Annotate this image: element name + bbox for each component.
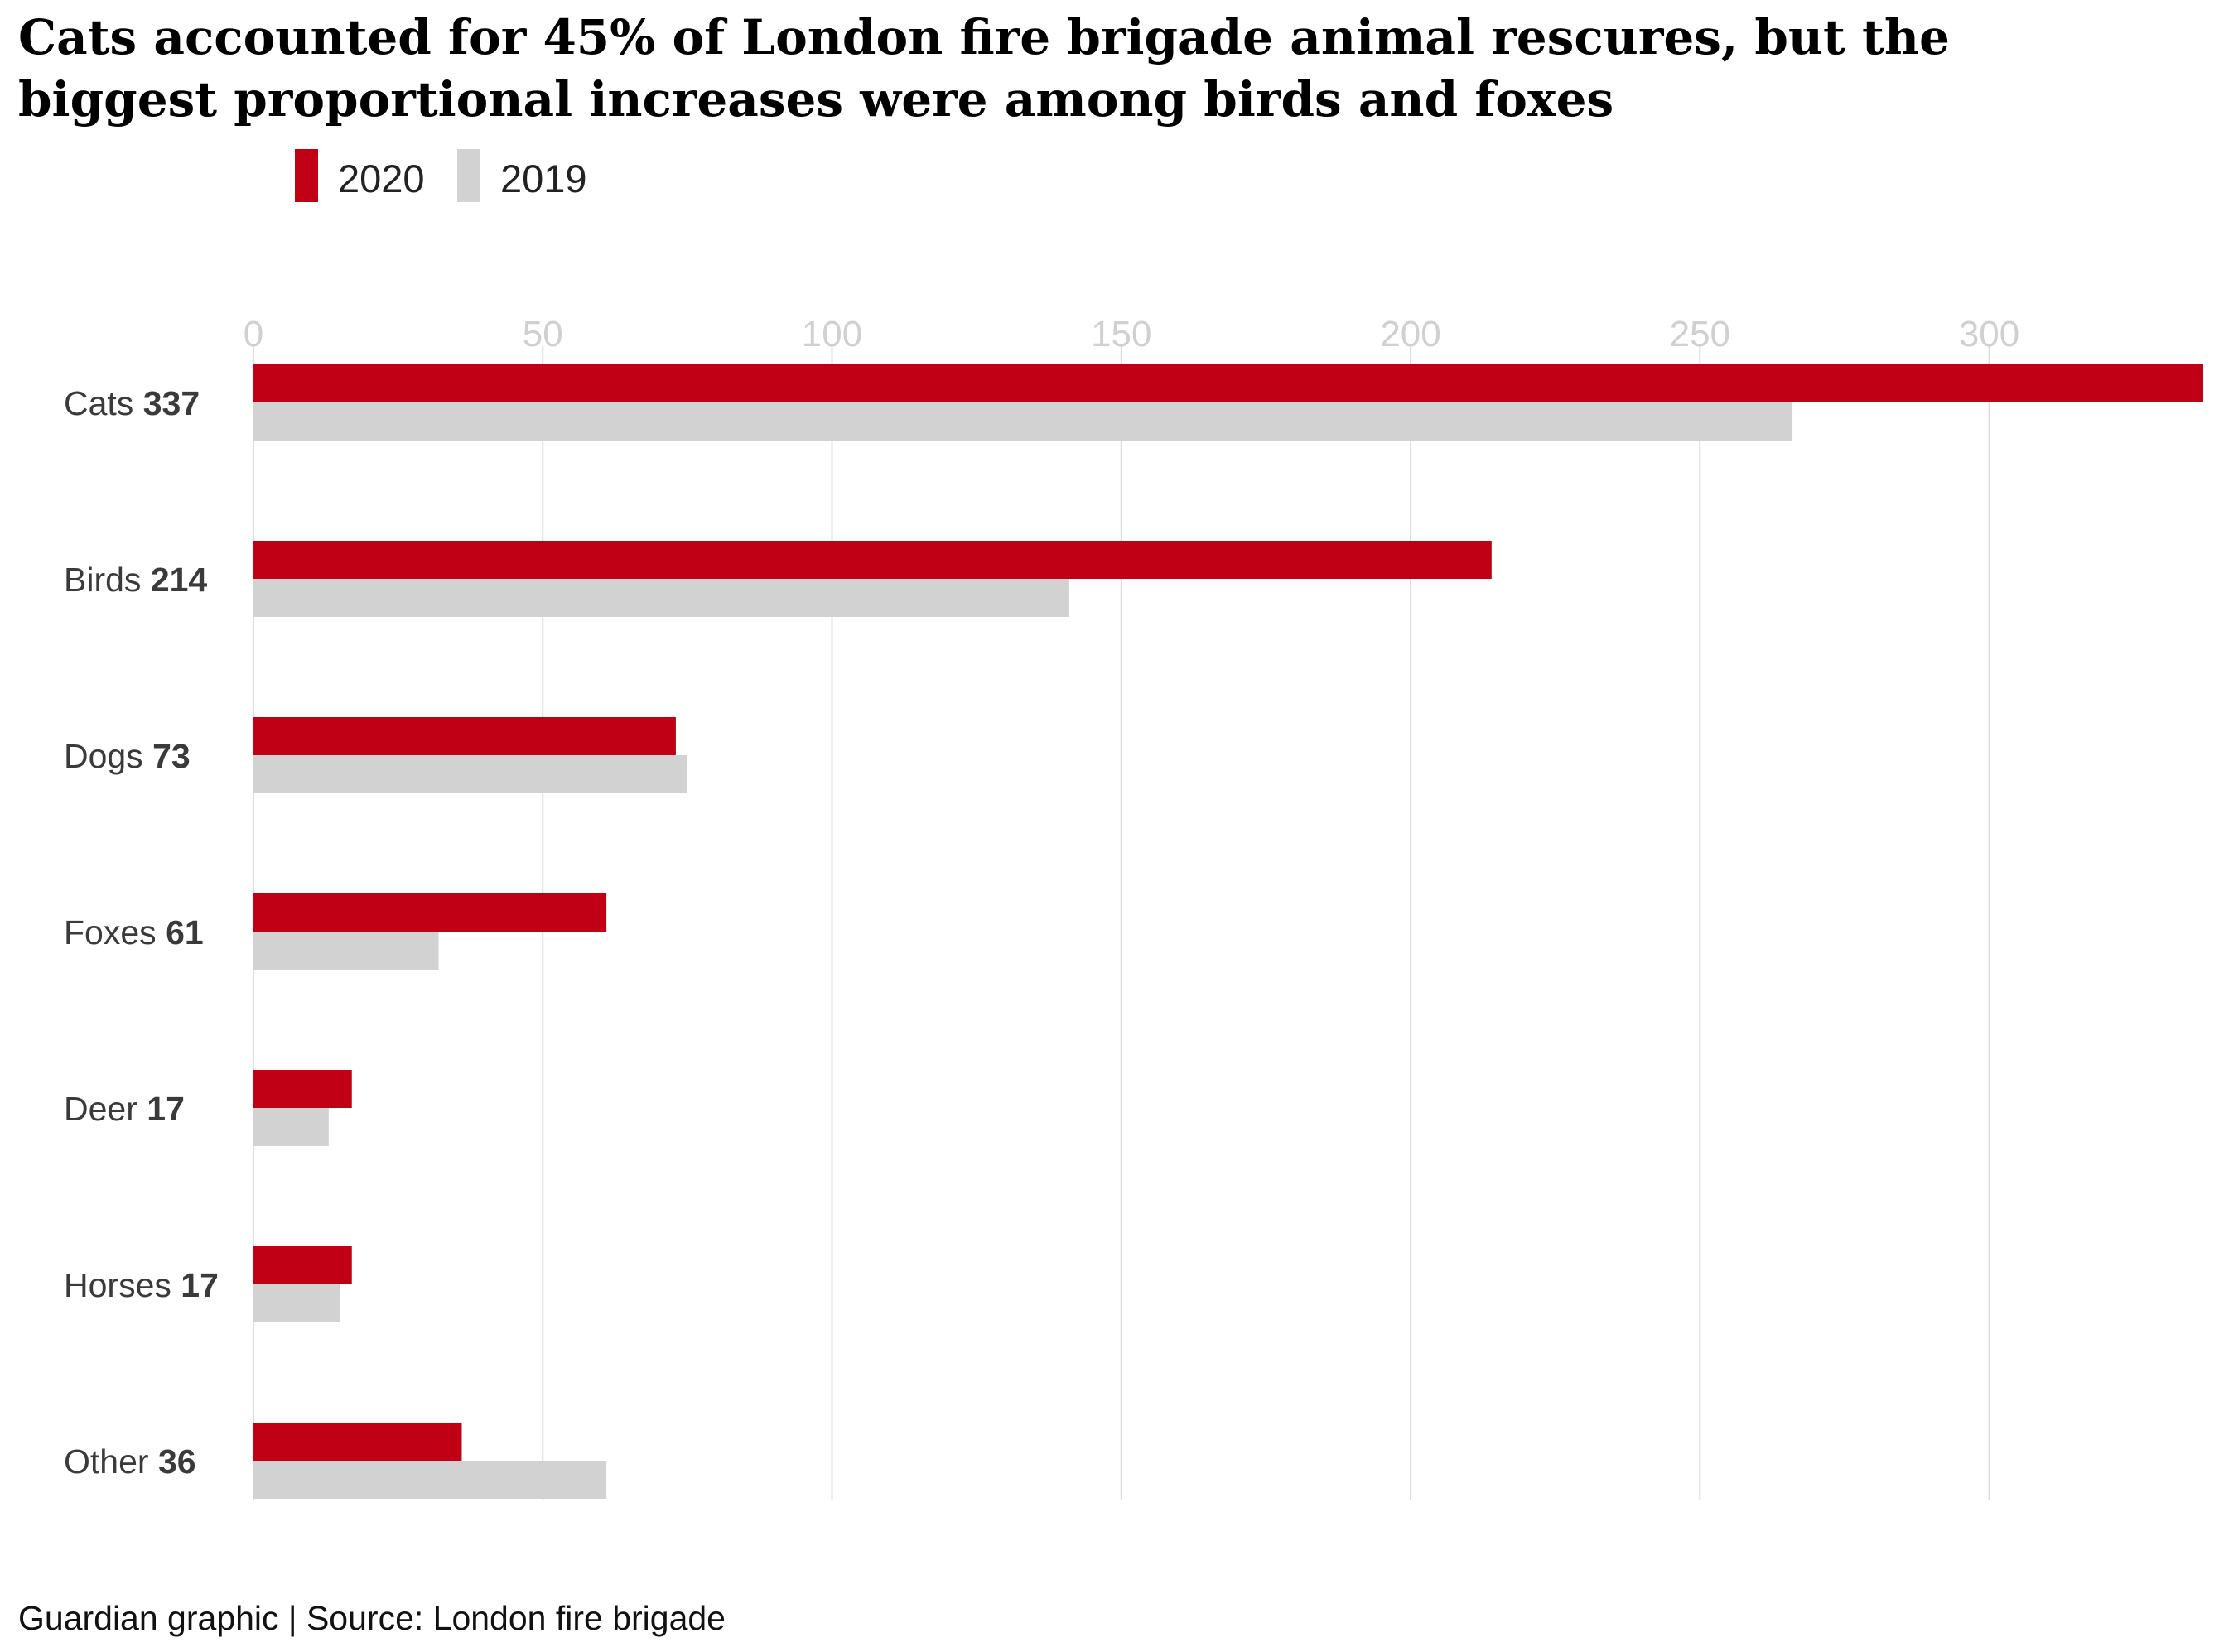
category-value: 36 (158, 1442, 196, 1481)
category-name: Foxes (64, 913, 157, 951)
bar-birds-2019 (253, 579, 1069, 617)
category-label-space (157, 913, 166, 951)
category-value: 73 (152, 737, 191, 775)
category-name: Other (64, 1442, 149, 1481)
bar-birds-2020 (253, 541, 1492, 579)
gridlines (253, 346, 1990, 1500)
x-tick-label: 250 (1670, 314, 1730, 354)
bar-deer-2020 (253, 1070, 352, 1108)
category-name: Dogs (64, 737, 143, 775)
category-value: 214 (151, 561, 208, 599)
category-label-space (143, 737, 152, 775)
legend: 2020 2019 (295, 149, 587, 202)
x-axis-ticks: 0 50 100 150 200 250 300 (244, 314, 2020, 354)
bar-dogs-2019 (253, 755, 687, 793)
category-label-space (137, 1090, 147, 1128)
category-label-dogs: Dogs 73 (64, 737, 191, 775)
category-value: 17 (147, 1090, 185, 1128)
category-name: Birds (64, 561, 141, 599)
legend-label-2020: 2020 (338, 157, 425, 200)
bar-horses-2019 (253, 1284, 340, 1322)
x-tick-label: 50 (523, 314, 563, 354)
category-label-deer: Deer 17 (64, 1090, 185, 1128)
bar-foxes-2020 (253, 893, 607, 932)
bar-horses-2020 (253, 1246, 352, 1284)
x-tick-label: 100 (802, 314, 862, 354)
bar-deer-2019 (253, 1108, 329, 1146)
bar-other-2020 (253, 1423, 462, 1461)
x-tick-label: 0 (244, 314, 263, 354)
category-value: 337 (143, 384, 200, 422)
category-value: 61 (166, 913, 204, 951)
legend-swatch-2019 (457, 149, 480, 202)
bar-cats-2019 (253, 402, 1793, 441)
category-label-space (133, 384, 142, 422)
bar-cats-2020 (253, 364, 2203, 402)
category-name: Horses (64, 1266, 171, 1304)
chart-title-line-1: Cats accounted for 45% of London fire br… (18, 9, 1950, 65)
legend-label-2019: 2019 (500, 157, 587, 200)
category-label-foxes: Foxes 61 (64, 913, 204, 951)
x-tick-label: 200 (1380, 314, 1440, 354)
category-name: Cats (64, 384, 133, 422)
bar-foxes-2019 (253, 932, 439, 970)
category-label-space (141, 561, 150, 599)
category-name: Deer (64, 1090, 137, 1128)
category-label-cats: Cats 337 (64, 384, 200, 422)
bar-dogs-2020 (253, 717, 676, 755)
category-label-space (149, 1442, 158, 1481)
category-label-horses: Horses 17 (64, 1266, 219, 1304)
bars (253, 364, 2203, 1499)
bar-other-2019 (253, 1461, 607, 1499)
x-tick-label: 150 (1091, 314, 1151, 354)
chart-title-line-2: biggest proportional increases were amon… (18, 71, 1614, 128)
source-note: Guardian graphic | Source: London fire b… (18, 1599, 726, 1637)
category-label-space (171, 1266, 181, 1304)
x-tick-label: 300 (1959, 314, 2019, 354)
category-value: 17 (181, 1266, 219, 1304)
category-label-birds: Birds 214 (64, 561, 207, 599)
category-label-other: Other 36 (64, 1442, 196, 1481)
legend-swatch-2020 (295, 149, 318, 202)
